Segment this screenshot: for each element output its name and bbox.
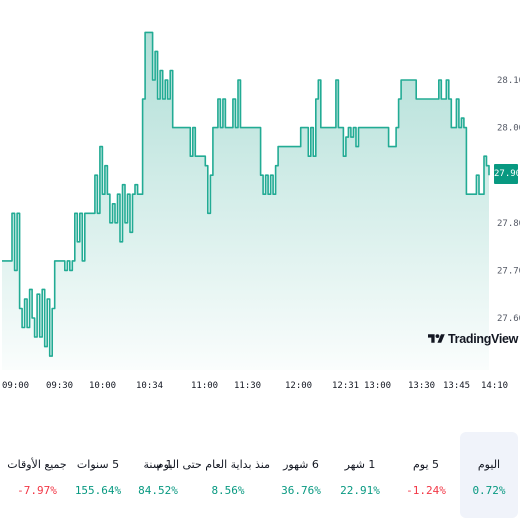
x-tick-label: 09:00: [2, 381, 29, 391]
period-label: اليوم: [477, 458, 501, 471]
tradingview-logo[interactable]: TradingView: [428, 332, 518, 346]
y-tick-label: 27.80: [497, 219, 520, 229]
period-label: 5 يوم: [412, 458, 440, 471]
x-tick-label: 09:30: [46, 381, 73, 391]
period-tab[interactable]: جميع الأوقات -7.97%: [2, 432, 72, 518]
price-chart[interactable]: 27.60 27.70 27.80 28.00 28.10 09:00 09:30 10:0…: [0, 0, 520, 400]
period-change-value: 0.72%: [472, 484, 506, 497]
x-tick-label: 13:30: [408, 381, 435, 391]
period-change-value: 36.76%: [281, 484, 321, 497]
period-change-value: 8.56%: [211, 484, 245, 497]
period-label: جميع الأوقات: [7, 458, 67, 471]
x-tick-label: 13:00: [364, 381, 391, 391]
period-change-value: 22.91%: [340, 484, 380, 497]
period-change-value: 155.64%: [74, 484, 122, 497]
y-tick-label: 28.00: [497, 124, 520, 134]
period-label: منذ بداية العام حتى اليوم: [156, 458, 270, 471]
x-tick-label: 13:45: [443, 381, 470, 391]
y-tick-label: 27.60: [497, 314, 520, 324]
period-tab[interactable]: 6 شهور 36.76%: [270, 432, 332, 518]
price-line: [2, 31, 490, 357]
logo-text: TradingView: [448, 332, 519, 346]
last-price-tag: 27.90: [494, 164, 520, 184]
period-tab[interactable]: منذ بداية العام حتى اليوم 8.56%: [156, 432, 270, 518]
y-tick-label: 28.10: [497, 76, 520, 86]
performance-periods: جميع الأوقات -7.97% 5 سنوات 155.64% 1 سنة 84.…: [0, 432, 520, 518]
tradingview-logo-icon: [428, 334, 445, 343]
period-tab[interactable]: اليوم 0.72%: [460, 432, 518, 518]
x-tick-label: 14:10: [481, 381, 508, 391]
x-tick-label: 10:00: [89, 381, 116, 391]
y-tick-label: 27.70: [497, 266, 520, 276]
period-label: 1 شهر: [344, 458, 376, 471]
x-tick-label: 11:00: [191, 381, 218, 391]
chart-svg: 27.60 27.70 27.80 28.00 28.10 09:00 09:30 10:0…: [2, 31, 520, 391]
period-change-value: 84.52%: [138, 484, 178, 497]
period-tab[interactable]: 1 شهر 22.91%: [330, 432, 390, 518]
period-label: 5 سنوات: [76, 458, 120, 471]
price-area-fill: [2, 32, 489, 371]
period-label: 1 سنة: [143, 458, 173, 471]
period-change-value: -7.97%: [17, 484, 57, 497]
x-tick-label: 10:34: [136, 381, 163, 391]
period-change-value: -1.24%: [406, 484, 446, 497]
period-tab[interactable]: 5 يوم -1.24%: [394, 432, 458, 518]
period-tab[interactable]: 5 سنوات 155.64%: [68, 432, 128, 518]
x-tick-label: 11:30: [234, 381, 261, 391]
period-label: 6 شهور: [283, 458, 319, 471]
x-tick-label: 12:00: [285, 381, 312, 391]
period-tab[interactable]: 1 سنة 84.52%: [130, 432, 186, 518]
x-tick-label: 12:31: [332, 381, 359, 391]
